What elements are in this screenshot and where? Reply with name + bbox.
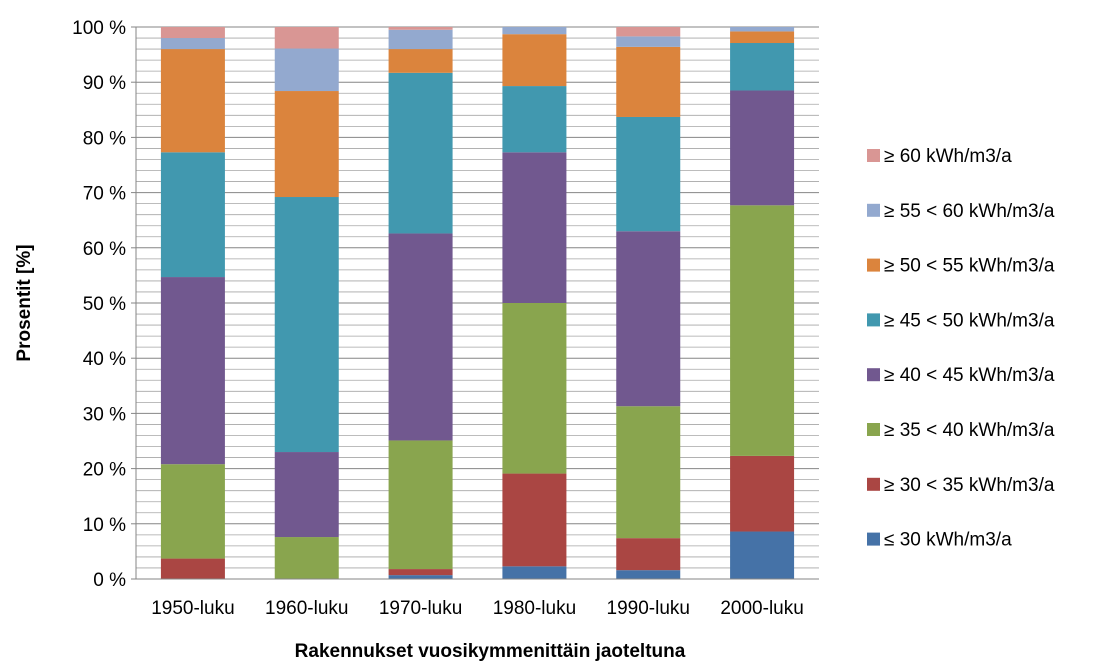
y-tick-label: 60 % bbox=[83, 239, 126, 260]
axes bbox=[131, 26, 819, 580]
bar-segment bbox=[730, 31, 795, 44]
legend-swatch bbox=[867, 368, 880, 382]
bar-segment bbox=[388, 27, 453, 30]
bar-segment bbox=[388, 575, 453, 579]
bar-segment bbox=[388, 440, 453, 570]
bar-segment bbox=[616, 116, 681, 232]
bar-segment bbox=[502, 303, 567, 474]
legend-label: ≥ 40 < 45 kWh/m3/a bbox=[884, 365, 1055, 386]
bar-segment bbox=[730, 27, 795, 32]
legend-item: ≤ 30 kWh/m3/a bbox=[867, 530, 1012, 551]
y-tick-label: 40 % bbox=[83, 349, 126, 370]
bar-segment bbox=[160, 277, 225, 465]
x-tick-label: 1970-luku bbox=[379, 598, 462, 619]
legend-label: ≥ 50 < 55 kWh/m3/a bbox=[884, 256, 1055, 277]
legend-item: ≥ 30 < 35 kWh/m3/a bbox=[867, 475, 1055, 496]
bar-segment bbox=[388, 72, 453, 234]
bar-segment bbox=[730, 43, 795, 91]
y-tick-label: 30 % bbox=[83, 404, 126, 425]
bar-segment bbox=[274, 452, 339, 538]
bars bbox=[160, 27, 795, 579]
legend-swatch bbox=[867, 477, 880, 491]
bar-segment bbox=[616, 36, 681, 47]
legend-item: ≥ 55 < 60 kWh/m3/a bbox=[867, 201, 1055, 222]
y-tick-label: 10 % bbox=[83, 515, 126, 536]
bar-segment bbox=[730, 455, 795, 532]
bar-segment bbox=[274, 197, 339, 453]
bar-segment bbox=[502, 152, 567, 303]
y-tick-label: 90 % bbox=[83, 73, 126, 94]
bar-segment bbox=[616, 27, 681, 37]
x-tick-label: 1960-luku bbox=[265, 598, 348, 619]
y-tick-label: 50 % bbox=[83, 294, 126, 315]
gridlines bbox=[136, 26, 819, 580]
x-tick-label: 1980-luku bbox=[493, 598, 576, 619]
y-tick-labels: 0 % 10 % 20 % 30 % 40 % 50 % 60 % 70 % 80 % 90 % 1… bbox=[72, 18, 126, 591]
legend-swatch bbox=[867, 258, 880, 272]
bar-segment bbox=[388, 49, 453, 73]
bar-segment bbox=[730, 90, 795, 206]
y-tick-label: 80 % bbox=[83, 128, 126, 149]
bar-segment bbox=[160, 49, 225, 153]
bar-segment bbox=[274, 27, 339, 49]
bar-segment bbox=[388, 569, 453, 576]
legend-item: ≥ 50 < 55 kWh/m3/a bbox=[867, 256, 1055, 277]
legend-swatch bbox=[867, 149, 880, 162]
x-tick-labels: 1950-luku 1960-luku 1970-luku 1980-luku 1990… bbox=[151, 598, 804, 619]
bar-segment bbox=[388, 233, 453, 441]
bar-segment bbox=[274, 91, 339, 198]
legend-swatch bbox=[867, 203, 880, 217]
legend-label: ≥ 55 < 60 kWh/m3/a bbox=[884, 201, 1055, 222]
y-tick-label: 20 % bbox=[83, 460, 126, 481]
bar-segment bbox=[502, 473, 567, 567]
x-tick-label: 1950-luku bbox=[151, 598, 234, 619]
y-tick-label: 0 % bbox=[93, 570, 126, 591]
legend-label: ≥ 60 kWh/m3/a bbox=[884, 146, 1012, 167]
bar-segment bbox=[274, 537, 339, 579]
legend-label: ≤ 30 kWh/m3/a bbox=[884, 530, 1012, 551]
bar-segment bbox=[502, 566, 567, 579]
legend: ≥ 60 kWh/m3/a ≥ 55 < 60 kWh/m3/a ≥ 50 < 55… bbox=[867, 146, 1055, 551]
legend-label: ≥ 35 < 40 kWh/m3/a bbox=[884, 420, 1055, 441]
x-tick-label: 1990-luku bbox=[607, 598, 690, 619]
legend-swatch bbox=[867, 423, 880, 436]
bar-segment bbox=[160, 27, 225, 39]
x-tick-label: 2000-luku bbox=[720, 598, 803, 619]
bar-segment bbox=[160, 558, 225, 579]
bar-segment bbox=[502, 27, 567, 35]
bar-segment bbox=[502, 34, 567, 87]
bar-segment bbox=[274, 48, 339, 92]
legend-item: ≥ 60 kWh/m3/a bbox=[867, 146, 1012, 167]
bar-segment bbox=[160, 152, 225, 278]
bar-segment bbox=[388, 29, 453, 50]
legend-swatch bbox=[867, 532, 880, 546]
bar-segment bbox=[160, 464, 225, 559]
bar-segment bbox=[616, 406, 681, 539]
bar-segment bbox=[160, 38, 225, 50]
bar-segment bbox=[616, 231, 681, 407]
legend-item: ≥ 35 < 40 kWh/m3/a bbox=[867, 420, 1055, 441]
legend-swatch bbox=[867, 313, 880, 327]
y-axis-title: Prosentit [%] bbox=[14, 244, 35, 361]
y-tick-label: 100 % bbox=[72, 18, 126, 39]
bar-segment bbox=[616, 538, 681, 571]
legend-label: ≥ 45 < 50 kWh/m3/a bbox=[884, 310, 1055, 331]
legend-item: ≥ 40 < 45 kWh/m3/a bbox=[867, 365, 1055, 386]
legend-label: ≥ 30 < 35 kWh/m3/a bbox=[884, 475, 1055, 496]
bar-segment bbox=[730, 531, 795, 579]
bar-segment bbox=[616, 570, 681, 579]
y-tick-label: 70 % bbox=[83, 184, 126, 205]
bar-segment bbox=[502, 86, 567, 153]
legend-item: ≥ 45 < 50 kWh/m3/a bbox=[867, 310, 1055, 331]
bar-segment bbox=[730, 205, 795, 456]
bar-segment bbox=[616, 46, 681, 117]
x-axis-title: Rakennukset vuosikymmenittäin jaoteltuna bbox=[295, 641, 686, 662]
